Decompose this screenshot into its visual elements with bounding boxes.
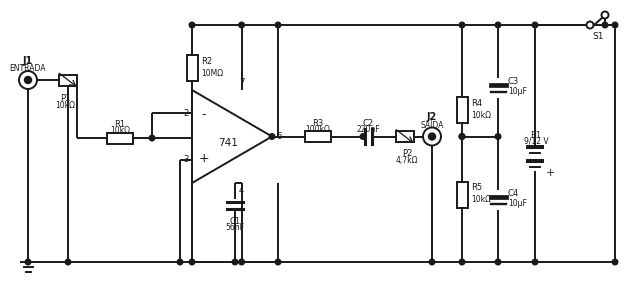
Text: 100kΩ: 100kΩ (305, 124, 330, 133)
Circle shape (429, 133, 435, 140)
Circle shape (429, 259, 435, 265)
Circle shape (586, 22, 593, 29)
Text: P2: P2 (402, 150, 412, 159)
Text: 10MΩ: 10MΩ (201, 69, 223, 77)
Circle shape (423, 128, 441, 145)
Circle shape (532, 259, 538, 265)
Circle shape (232, 259, 238, 265)
Bar (456, 97, 467, 123)
Text: 56nF: 56nF (225, 223, 244, 232)
Text: C2: C2 (362, 119, 374, 128)
Circle shape (239, 22, 244, 28)
Circle shape (24, 77, 31, 84)
Text: 10kΩ: 10kΩ (471, 196, 491, 204)
Text: R2: R2 (201, 56, 212, 65)
Text: 4,7kΩ: 4,7kΩ (396, 157, 419, 166)
Text: 9/12 V: 9/12 V (524, 137, 548, 146)
Bar (186, 55, 198, 81)
Circle shape (65, 259, 71, 265)
Text: J1: J1 (23, 56, 33, 66)
Text: ENTRADA: ENTRADA (10, 64, 46, 73)
Text: +: + (546, 168, 556, 178)
Bar (456, 182, 467, 208)
Bar (107, 133, 133, 143)
Circle shape (189, 259, 195, 265)
Circle shape (495, 134, 501, 139)
Text: 10μF: 10μF (508, 88, 527, 96)
Text: 4: 4 (239, 186, 244, 195)
Circle shape (239, 259, 244, 265)
Text: R4: R4 (471, 98, 482, 107)
Text: R5: R5 (471, 183, 482, 192)
Text: B1: B1 (531, 131, 541, 140)
Text: P1: P1 (60, 94, 70, 103)
Circle shape (460, 134, 465, 139)
Text: -: - (202, 108, 206, 121)
Text: 10μF: 10μF (508, 199, 527, 208)
Circle shape (269, 134, 275, 139)
Text: C1: C1 (229, 217, 241, 226)
Text: 220nF: 220nF (356, 124, 380, 133)
Text: 741: 741 (218, 138, 238, 147)
Circle shape (177, 259, 183, 265)
Circle shape (460, 259, 465, 265)
Circle shape (460, 134, 465, 139)
Circle shape (612, 22, 618, 28)
Circle shape (275, 22, 281, 28)
Circle shape (612, 259, 618, 265)
Text: J2: J2 (427, 112, 437, 123)
Text: R3: R3 (312, 119, 324, 128)
Bar (305, 131, 331, 142)
Text: S1: S1 (592, 32, 604, 41)
Circle shape (602, 22, 608, 28)
Text: 6: 6 (276, 132, 282, 141)
Bar (396, 131, 414, 142)
Circle shape (460, 22, 465, 28)
Circle shape (532, 22, 538, 28)
Text: 2: 2 (184, 109, 189, 118)
Circle shape (19, 71, 37, 89)
Text: +: + (198, 152, 209, 165)
Polygon shape (192, 90, 272, 183)
Text: 7: 7 (239, 78, 244, 87)
Text: 10kΩ: 10kΩ (55, 101, 75, 110)
Text: 10kΩ: 10kΩ (110, 126, 130, 135)
Circle shape (149, 135, 155, 141)
Text: 3: 3 (184, 155, 189, 164)
Circle shape (495, 22, 501, 28)
Circle shape (360, 134, 366, 139)
Circle shape (25, 259, 31, 265)
Text: C3: C3 (508, 77, 519, 86)
Text: R1: R1 (115, 120, 125, 129)
Circle shape (495, 259, 501, 265)
Text: SAÍDA: SAÍDA (420, 121, 444, 129)
Bar (59, 74, 77, 86)
Text: C4: C4 (508, 189, 519, 197)
Circle shape (275, 259, 281, 265)
Circle shape (189, 22, 195, 28)
Text: 10kΩ: 10kΩ (471, 110, 491, 119)
Circle shape (602, 11, 609, 18)
